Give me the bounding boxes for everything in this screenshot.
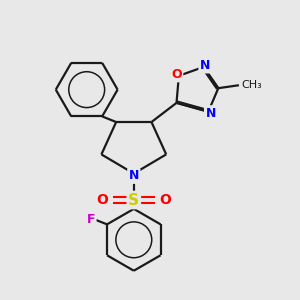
Text: N: N bbox=[206, 107, 216, 120]
Text: CH₃: CH₃ bbox=[241, 80, 262, 90]
Text: O: O bbox=[159, 193, 171, 207]
Text: O: O bbox=[97, 193, 109, 207]
Text: S: S bbox=[128, 193, 139, 208]
Text: O: O bbox=[171, 68, 182, 81]
Text: N: N bbox=[129, 169, 139, 182]
Text: N: N bbox=[200, 59, 210, 72]
Text: F: F bbox=[87, 213, 95, 226]
